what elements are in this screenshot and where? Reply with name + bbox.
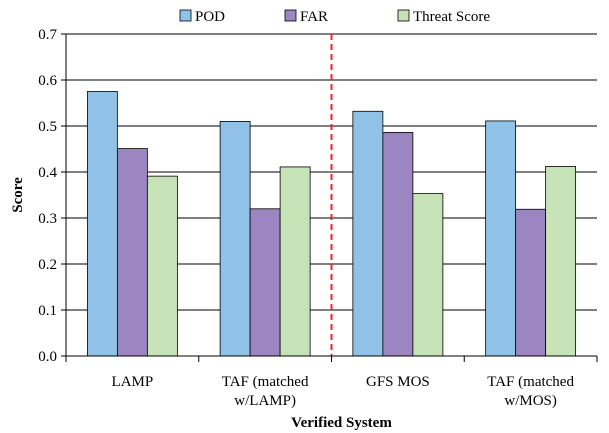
y-tick-label: 0.7 <box>38 27 57 43</box>
bar-pod <box>86 91 118 357</box>
bar-threat-score <box>279 166 311 357</box>
legend-label: FAR <box>300 9 328 25</box>
category-label: TAF (matched w/LAMP) <box>222 374 309 409</box>
legend-swatch <box>179 9 192 22</box>
category-label-line: w/MOS) <box>504 393 557 409</box>
bar-pod <box>352 110 384 357</box>
legend-swatch <box>397 9 410 22</box>
y-tick-label: 0.1 <box>38 303 57 319</box>
y-tick-labels: 0.0 0.1 0.2 0.3 0.4 0.5 0.6 0.7 <box>38 27 57 365</box>
bar-threat-score <box>545 166 577 357</box>
bar-far <box>382 132 414 357</box>
y-tick-label: 0.2 <box>38 257 57 273</box>
y-tick-label: 0.6 <box>38 73 57 89</box>
legend-label: Threat Score <box>413 9 490 25</box>
bar-pod <box>219 121 251 357</box>
y-tick-label: 0.4 <box>38 165 57 181</box>
legend-label: POD <box>195 9 225 25</box>
bar-pod <box>485 120 517 357</box>
y-tick-label: 0.5 <box>38 119 57 135</box>
category-labels: LAMP TAF (matched w/LAMP) GFS MOS TAF (match… <box>112 374 575 409</box>
bar-far <box>116 148 148 357</box>
category-label-line: TAF (matched <box>222 374 309 390</box>
category-label-line: w/LAMP) <box>234 393 296 409</box>
category-label: LAMP <box>112 374 154 390</box>
category-label-line: TAF (matched <box>487 374 574 390</box>
y-tick-label: 0.3 <box>38 211 57 227</box>
category-label: TAF (matched w/MOS) <box>487 374 574 409</box>
x-axis-title: Verified System <box>291 415 392 431</box>
category-label-line: LAMP <box>112 374 154 390</box>
bar-far <box>515 208 547 357</box>
legend: POD FAR Threat Score <box>179 9 490 25</box>
category-label: GFS MOS <box>366 374 430 390</box>
y-axis-title: Score <box>10 177 26 213</box>
bar-threat-score <box>412 193 444 357</box>
bar-threat-score <box>146 175 178 357</box>
y-tick-label: 0.0 <box>38 349 57 365</box>
bar-far <box>249 208 281 357</box>
category-label-line: GFS MOS <box>366 374 430 390</box>
axes <box>65 34 598 362</box>
legend-swatch <box>284 9 297 22</box>
bars <box>86 91 577 357</box>
